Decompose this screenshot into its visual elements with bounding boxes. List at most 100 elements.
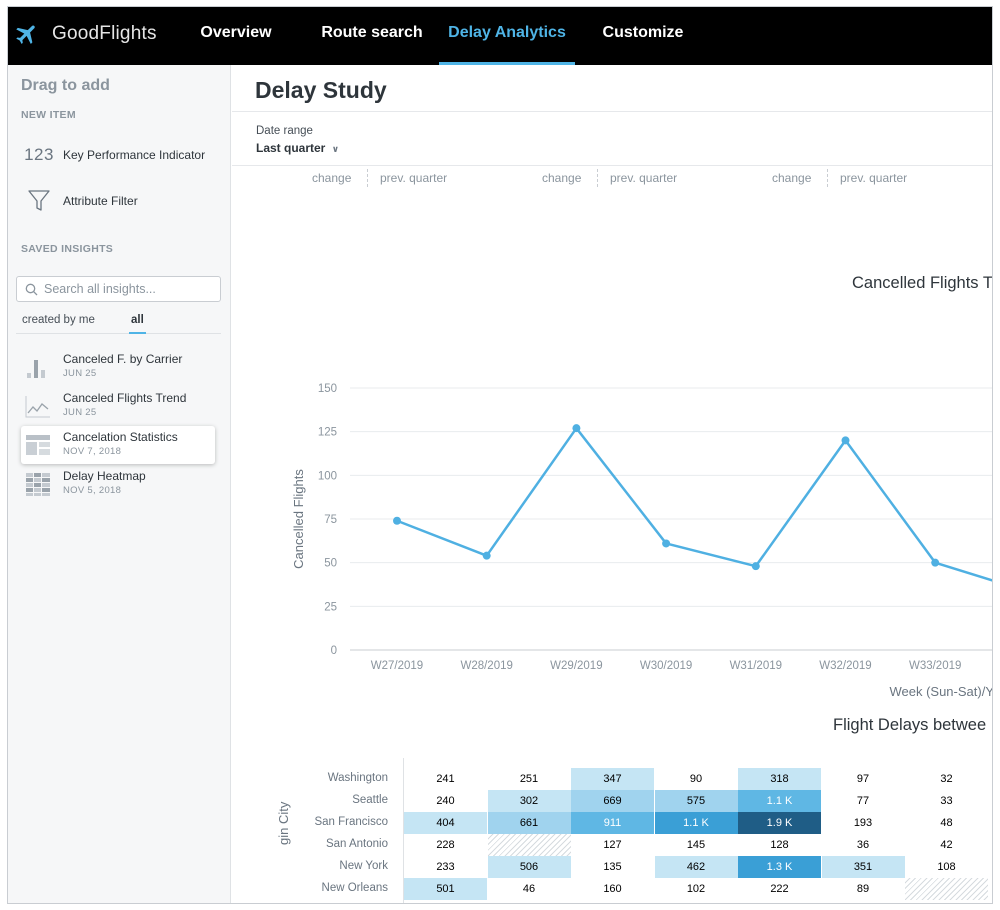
line-chart: 0 25 50 75 100 125 150 W27/2019 W28/2019 W29/2019… bbox=[291, 383, 992, 699]
heatmap-cell[interactable]: 1.9 K bbox=[738, 812, 821, 834]
heatmap-cell[interactable]: 108 bbox=[905, 856, 988, 878]
heatmap-row-label: New York bbox=[339, 860, 388, 872]
x-tick-label: W31/2019 bbox=[730, 660, 782, 672]
heatmap-cell[interactable]: 48 bbox=[905, 812, 988, 834]
heatmap-y-axis-title: gin City bbox=[276, 801, 291, 845]
insight-item[interactable]: Canceled Flights Trend JUN 25 bbox=[21, 387, 215, 425]
heatmap-cell[interactable]: 97 bbox=[821, 768, 905, 790]
search-input[interactable] bbox=[44, 282, 214, 296]
line-chart-title: Cancelled Flights T bbox=[852, 274, 993, 292]
heatmap-row: Seattle 240 302 669 575 1.1 K 77 33 bbox=[232, 790, 992, 812]
insight-search-box[interactable] bbox=[16, 276, 221, 302]
kpi-prev-label: prev. quarter bbox=[380, 171, 448, 185]
heatmap-cell[interactable]: 318 bbox=[738, 768, 821, 790]
heatmap-cell[interactable]: 506 bbox=[487, 856, 571, 878]
heatmap-cell[interactable]: 89 bbox=[821, 878, 905, 900]
heatmap-cell[interactable]: 351 bbox=[821, 856, 905, 878]
heatmap-cell[interactable]: 911 bbox=[571, 812, 654, 834]
kpi-icon: 123 bbox=[24, 145, 54, 164]
tab-all[interactable]: all bbox=[129, 314, 146, 334]
app-logo[interactable]: GoodFlights bbox=[14, 21, 157, 47]
heatmap-cell[interactable]: 77 bbox=[821, 790, 905, 812]
x-tick-label: W28/2019 bbox=[460, 660, 512, 672]
kpi-change-label: change bbox=[542, 171, 582, 185]
insights-sidebar: Drag to add NEW ITEM 123 Key Performance… bbox=[8, 65, 231, 903]
heatmap-row-label: Seattle bbox=[352, 794, 388, 806]
heatmap-row-label: San Antonio bbox=[325, 838, 388, 850]
date-range-dropdown[interactable]: Last quarter ∨ bbox=[256, 141, 339, 155]
heatmap-cell[interactable]: 90 bbox=[654, 768, 738, 790]
tab-created-by-me[interactable]: created by me bbox=[22, 314, 95, 326]
heatmap-cell[interactable] bbox=[487, 834, 571, 856]
y-tick-label: 50 bbox=[324, 558, 337, 570]
data-point bbox=[572, 424, 581, 433]
kpi-change-label: change bbox=[772, 171, 812, 185]
heatmap-cell[interactable]: 36 bbox=[821, 834, 905, 856]
heatmap-cell[interactable]: 240 bbox=[404, 790, 487, 812]
y-tick-label: 75 bbox=[324, 514, 337, 526]
heatmap-cell[interactable]: 661 bbox=[487, 812, 571, 834]
table-icon bbox=[26, 435, 50, 455]
heatmap-cell[interactable]: 228 bbox=[404, 834, 487, 856]
heatmap-row: San Antonio 228 127 145 128 36 42 bbox=[232, 834, 992, 856]
heatmap-cell[interactable]: 42 bbox=[905, 834, 988, 856]
heatmap-cell[interactable]: 128 bbox=[738, 834, 821, 856]
y-tick-label: 25 bbox=[324, 601, 337, 613]
new-item-kpi[interactable]: 123 Key Performance Indicator bbox=[21, 138, 221, 172]
insight-item[interactable]: Canceled F. by Carrier JUN 25 bbox=[21, 348, 215, 386]
insight-name: Canceled Flights Trend bbox=[63, 391, 187, 405]
new-item-attribute-filter[interactable]: Attribute Filter bbox=[21, 184, 221, 218]
heatmap-cell[interactable]: 193 bbox=[821, 812, 905, 834]
heatmap-cell[interactable]: 1.1 K bbox=[654, 812, 738, 834]
heatmap-row: Washington 241 251 347 90 318 97 32 bbox=[232, 768, 992, 790]
heatmap-cell[interactable]: 462 bbox=[654, 856, 738, 878]
search-icon bbox=[25, 283, 38, 295]
heatmap-cell[interactable]: 222 bbox=[738, 878, 821, 900]
nav-delay-analytics[interactable]: Delay Analytics bbox=[439, 7, 575, 65]
heatmap-cell[interactable]: 135 bbox=[571, 856, 654, 878]
heatmap-cell[interactable]: 347 bbox=[571, 768, 654, 790]
chevron-down-icon: ∨ bbox=[331, 144, 340, 154]
insight-item[interactable]: Delay Heatmap NOV 5, 2018 bbox=[21, 465, 215, 503]
x-tick-label: W29/2019 bbox=[550, 660, 602, 672]
heatmap-cell[interactable]: 302 bbox=[487, 790, 571, 812]
new-item-filter-label: Attribute Filter bbox=[63, 194, 138, 208]
nav-customize[interactable]: Customize bbox=[602, 24, 684, 41]
heatmap-cell[interactable]: 1.3 K bbox=[738, 856, 821, 878]
nav-route-search[interactable]: Route search bbox=[321, 24, 423, 41]
heatmap-cell[interactable]: 32 bbox=[905, 768, 988, 790]
insight-name: Cancelation Statistics bbox=[63, 430, 178, 444]
nav-overview[interactable]: Overview bbox=[200, 24, 272, 41]
filter-funnel-icon bbox=[21, 189, 57, 213]
heatmap-cell[interactable]: 575 bbox=[654, 790, 738, 812]
heatmap-cell[interactable]: 233 bbox=[404, 856, 487, 878]
app-window: GoodFlights Overview Route search Delay … bbox=[7, 6, 993, 904]
heatmap-cell[interactable] bbox=[905, 878, 988, 900]
heatmap-cell[interactable]: 127 bbox=[571, 834, 654, 856]
heatmap-cell[interactable]: 46 bbox=[487, 878, 571, 900]
divider bbox=[827, 169, 828, 187]
heatmap-cell[interactable]: 501 bbox=[404, 878, 487, 900]
heatmap-cell[interactable]: 102 bbox=[654, 878, 738, 900]
heatmap-axis-line bbox=[403, 758, 404, 903]
data-point bbox=[393, 516, 401, 525]
bar-chart-icon bbox=[27, 360, 45, 378]
heatmap-cell[interactable]: 160 bbox=[571, 878, 654, 900]
heatmap-cell[interactable]: 669 bbox=[571, 790, 654, 812]
divider bbox=[232, 111, 992, 112]
new-item-header: NEW ITEM bbox=[21, 109, 76, 121]
kpi-prev-label: prev. quarter bbox=[840, 171, 908, 185]
heatmap-cell[interactable]: 404 bbox=[404, 812, 487, 834]
heatmap-cell[interactable]: 33 bbox=[905, 790, 988, 812]
heatmap-cell[interactable]: 241 bbox=[404, 768, 487, 790]
date-range-label: Date range bbox=[256, 125, 313, 137]
heatmap-cell[interactable]: 251 bbox=[487, 768, 571, 790]
heatmap-row-label: San Francisco bbox=[314, 816, 388, 828]
y-tick-label: 100 bbox=[318, 470, 337, 482]
x-tick-label: W27/2019 bbox=[371, 660, 423, 672]
insight-item-highlighted[interactable]: Cancelation Statistics NOV 7, 2018 bbox=[21, 426, 215, 464]
data-point bbox=[482, 551, 491, 560]
heatmap-cell[interactable]: 1.1 K bbox=[738, 790, 821, 812]
heatmap-cell[interactable]: 145 bbox=[654, 834, 738, 856]
x-tick-label: W30/2019 bbox=[640, 660, 692, 672]
